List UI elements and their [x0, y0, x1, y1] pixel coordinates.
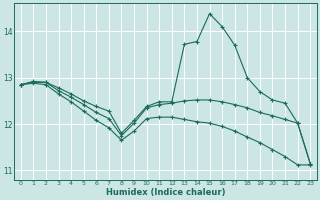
X-axis label: Humidex (Indice chaleur): Humidex (Indice chaleur) — [106, 188, 225, 197]
